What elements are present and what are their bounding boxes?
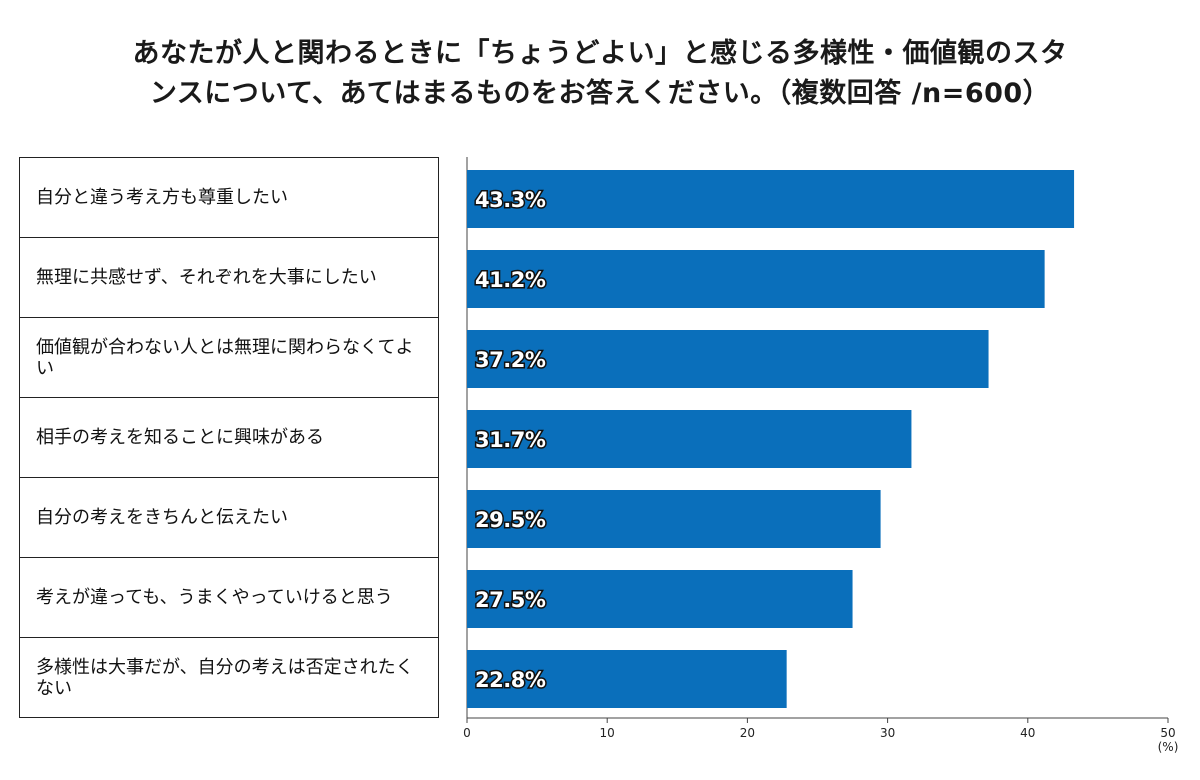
bar-value-label: 31.7% — [475, 428, 546, 452]
x-axis-unit-label: (%) — [1158, 740, 1179, 754]
bar-value-label: 43.3% — [475, 188, 546, 212]
x-tick-label: 10 — [600, 726, 615, 740]
bar — [467, 650, 787, 708]
category-label: 無理に共感せず、それぞれを大事にしたい — [20, 238, 438, 318]
bar-value-label: 41.2% — [475, 268, 546, 292]
x-tick-label: 50 — [1160, 726, 1175, 740]
x-tick-label: 20 — [740, 726, 755, 740]
bar — [467, 250, 1045, 308]
bar-value-label: 22.8% — [475, 668, 546, 692]
chart-title-line-1: あなたが人と関わるときに「ちょうどよい」と感じる多様性・価値観のスタ — [132, 38, 1068, 69]
bar — [467, 170, 1075, 228]
bar — [467, 410, 912, 468]
category-label: 自分と違う考え方も尊重したい — [20, 158, 438, 238]
chart-title-line-2: ンスについて、あてはまるものをお答えください。（複数回答 /n=600） — [149, 78, 1051, 109]
category-label: 価値観が合わない人とは無理に関わらなくてよい — [20, 318, 438, 398]
bar — [467, 330, 989, 388]
x-tick-label: 30 — [880, 726, 895, 740]
bar — [467, 570, 853, 628]
bar-value-label: 29.5% — [475, 508, 546, 532]
category-label: 考えが違っても、うまくやっていけると思う — [20, 558, 438, 638]
category-label-table: 自分と違う考え方も尊重したい 無理に共感せず、それぞれを大事にしたい 価値観が合… — [19, 157, 439, 718]
bar — [467, 490, 881, 548]
x-tick-label: 0 — [463, 726, 471, 740]
chart-title: あなたが人と関わるときに「ちょうどよい」と感じる多様性・価値観のスタ ンスについ… — [0, 34, 1200, 114]
x-tick-label: 40 — [1020, 726, 1035, 740]
category-label: 自分の考えをきちんと伝えたい — [20, 478, 438, 558]
category-label: 相手の考えを知ることに興味がある — [20, 398, 438, 478]
bar-value-label: 27.5% — [475, 588, 546, 612]
category-label: 多様性は大事だが、自分の考えは否定されたくない — [20, 638, 438, 718]
bar-value-label: 37.2% — [475, 348, 546, 372]
